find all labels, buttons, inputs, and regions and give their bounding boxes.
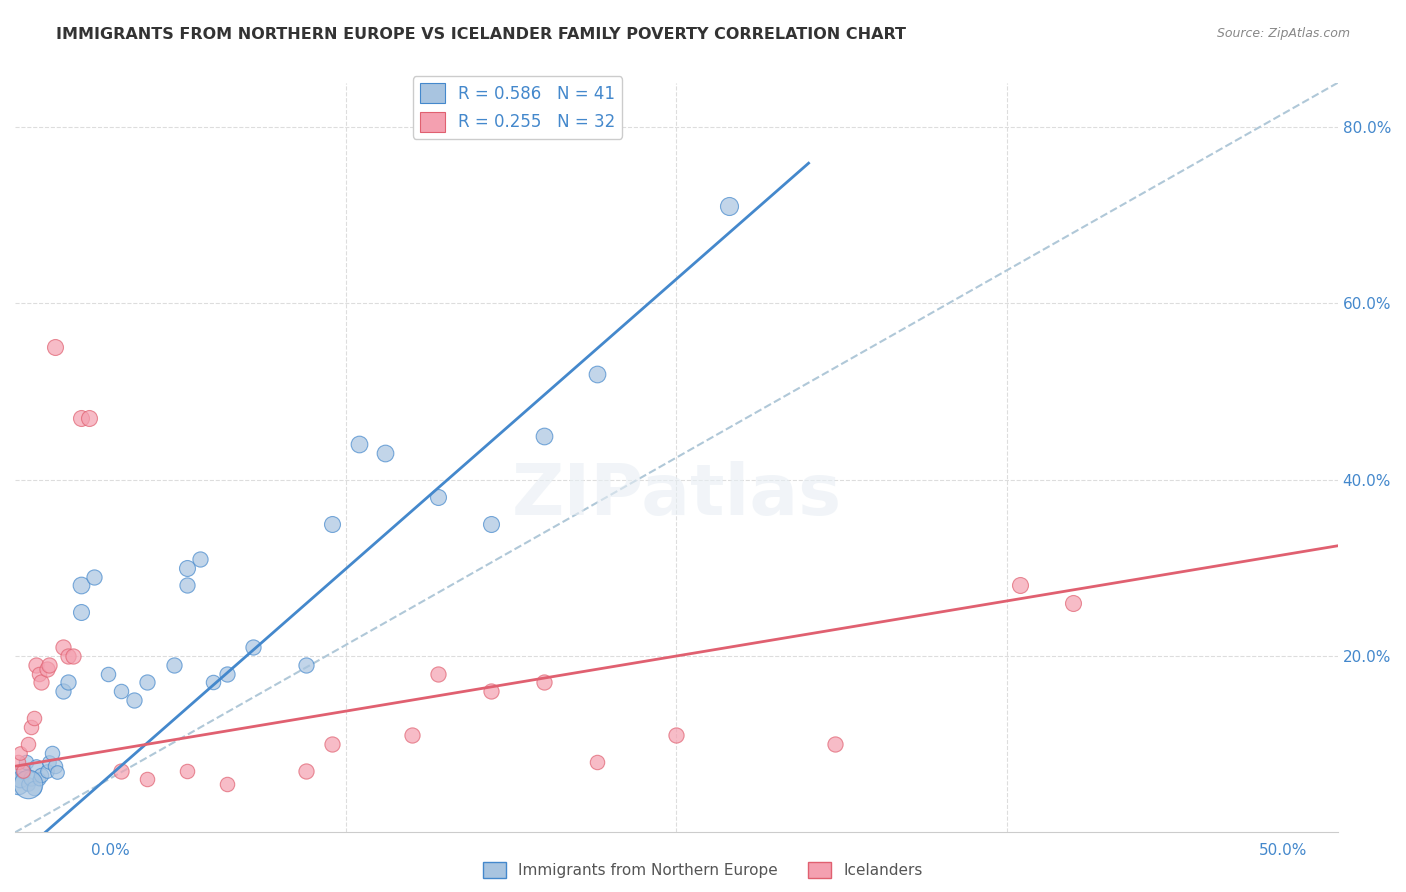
Point (35, 764, 58, 778)
Point (163, 657, 186, 672)
Point (20, 720, 42, 734)
Point (17, 737, 39, 751)
Point (41, 746, 63, 760)
Point (215, 777, 238, 791)
Point (188, 552, 211, 566)
Point (8, 772, 31, 787)
Point (83, 569, 105, 583)
Point (52, 640, 75, 655)
Point (1062, 596, 1084, 610)
Point (70, 411, 93, 425)
Point (824, 737, 846, 751)
Point (35, 662, 58, 676)
Point (321, 737, 343, 751)
Point (7, 777, 30, 791)
Point (28, 666, 51, 681)
Text: 0.0%: 0.0% (91, 843, 131, 858)
Point (52, 684, 75, 698)
Point (321, 516, 343, 531)
Point (110, 684, 132, 698)
Point (11, 764, 34, 778)
Point (28, 772, 51, 787)
Point (176, 578, 198, 592)
Point (62, 648, 84, 663)
Point (176, 561, 198, 575)
Point (22, 711, 45, 725)
Point (46, 765, 69, 780)
Point (25, 657, 48, 672)
Point (44, 340, 66, 354)
Point (56, 648, 79, 663)
Point (77, 411, 100, 425)
Text: ZIPatlas: ZIPatlas (512, 460, 841, 530)
Point (14, 755, 37, 769)
Point (427, 491, 450, 505)
Legend: Immigrants from Northern Europe, Icelanders: Immigrants from Northern Europe, Iceland… (477, 856, 929, 884)
Point (202, 675, 225, 690)
Point (17, 777, 39, 791)
Point (1010, 578, 1032, 592)
Point (479, 684, 502, 698)
Point (17, 777, 39, 791)
Point (586, 367, 609, 381)
Text: 50.0%: 50.0% (1260, 843, 1308, 858)
Point (136, 772, 159, 787)
Point (38, 657, 60, 672)
Point (533, 675, 555, 690)
Point (586, 755, 609, 769)
Legend: R = 0.586   N = 41, R = 0.255   N = 32: R = 0.586 N = 41, R = 0.255 N = 32 (413, 76, 621, 138)
Point (533, 428, 555, 442)
Point (25, 759, 48, 773)
Point (122, 693, 145, 707)
Point (30, 768, 52, 782)
Point (427, 666, 450, 681)
Text: Source: ZipAtlas.com: Source: ZipAtlas.com (1216, 27, 1350, 40)
Point (479, 516, 502, 531)
Point (374, 446, 396, 460)
Text: IMMIGRANTS FROM NORTHERN EUROPE VS ICELANDER FAMILY POVERTY CORRELATION CHART: IMMIGRANTS FROM NORTHERN EUROPE VS ICELA… (56, 27, 907, 42)
Point (665, 728, 688, 742)
Point (70, 605, 93, 619)
Point (136, 675, 159, 690)
Point (11, 764, 34, 778)
Point (176, 764, 198, 778)
Point (347, 437, 370, 451)
Point (242, 640, 264, 655)
Point (295, 764, 318, 778)
Point (38, 755, 60, 769)
Point (44, 759, 66, 773)
Point (30, 675, 52, 690)
Point (56, 675, 79, 690)
Point (401, 728, 423, 742)
Point (295, 657, 318, 672)
Point (70, 578, 93, 592)
Point (215, 666, 238, 681)
Point (97, 666, 120, 681)
Point (718, 199, 741, 213)
Point (8, 746, 31, 760)
Point (22, 781, 45, 796)
Point (110, 764, 132, 778)
Point (7, 755, 30, 769)
Point (20, 771, 42, 785)
